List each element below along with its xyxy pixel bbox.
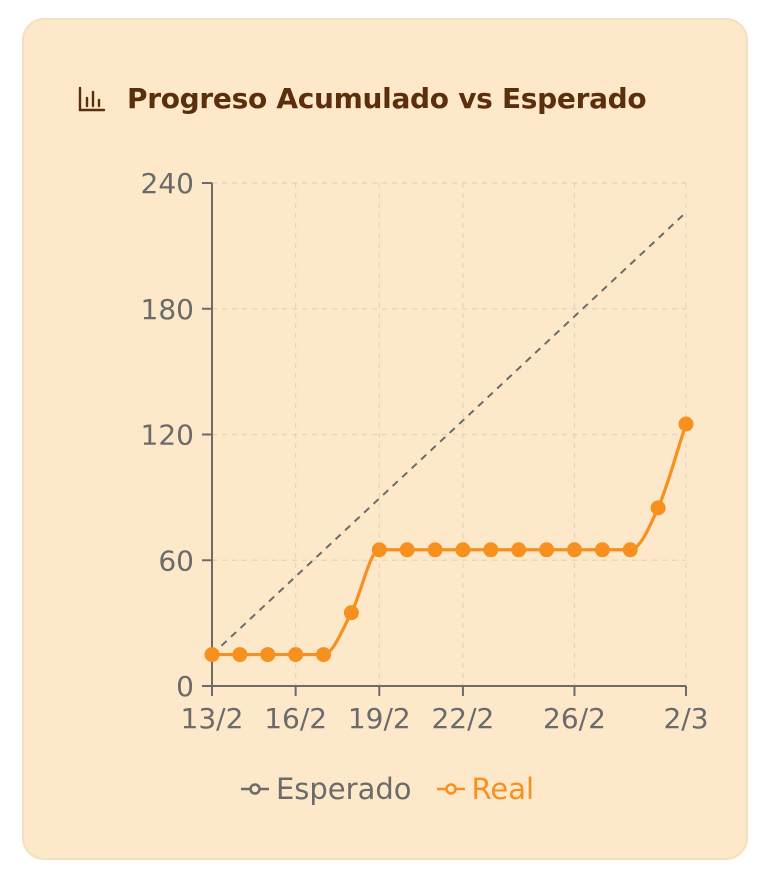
data-point-real <box>622 542 638 558</box>
data-point-real <box>678 416 694 432</box>
data-point-real <box>511 542 527 558</box>
y-tick-label: 60 <box>158 544 194 577</box>
data-point-real <box>316 647 332 663</box>
data-point-real <box>232 647 248 663</box>
legend-real-marker <box>436 783 465 795</box>
series-line-real <box>212 423 688 657</box>
bar-chart-icon <box>77 84 107 114</box>
data-point-real <box>650 500 666 516</box>
data-point-real <box>455 542 471 558</box>
y-tick-label: 120 <box>141 419 194 452</box>
data-point-real <box>594 542 610 558</box>
data-point-real <box>399 542 415 558</box>
x-tick-label: 2/3 <box>663 702 708 735</box>
y-tick-label: 0 <box>176 670 194 703</box>
x-tick-label: 19/2 <box>348 702 411 735</box>
legend-label-expected: Esperado <box>275 772 412 806</box>
series-line-esperado <box>211 211 687 656</box>
legend-label-real: Real <box>471 772 535 806</box>
legend-expected-marker <box>240 783 269 795</box>
data-point-real <box>539 542 555 558</box>
card-header: Progreso Acumulado vs Esperado <box>77 82 647 115</box>
data-point-real <box>204 647 220 663</box>
x-tick-label: 16/2 <box>264 702 327 735</box>
legend-item-real[interactable]: Real <box>436 772 535 806</box>
x-tick-label: 22/2 <box>431 702 494 735</box>
data-point-real <box>566 542 582 558</box>
chart-title: Progreso Acumulado vs Esperado <box>127 82 647 115</box>
data-point-real <box>288 647 304 663</box>
chart-legend: Esperado Real <box>24 772 750 806</box>
data-point-real <box>427 542 443 558</box>
data-point-real <box>343 605 359 621</box>
data-point-real <box>371 542 387 558</box>
chart-card: Progreso Acumulado vs Esperado Esperado … <box>22 18 748 860</box>
y-tick-label: 180 <box>141 293 194 326</box>
data-point-real <box>483 542 499 558</box>
y-tick-label: 240 <box>141 167 194 200</box>
x-tick-label: 13/2 <box>181 702 244 735</box>
x-tick-label: 26/2 <box>543 702 606 735</box>
legend-item-expected[interactable]: Esperado <box>240 772 412 806</box>
data-point-real <box>260 647 276 663</box>
